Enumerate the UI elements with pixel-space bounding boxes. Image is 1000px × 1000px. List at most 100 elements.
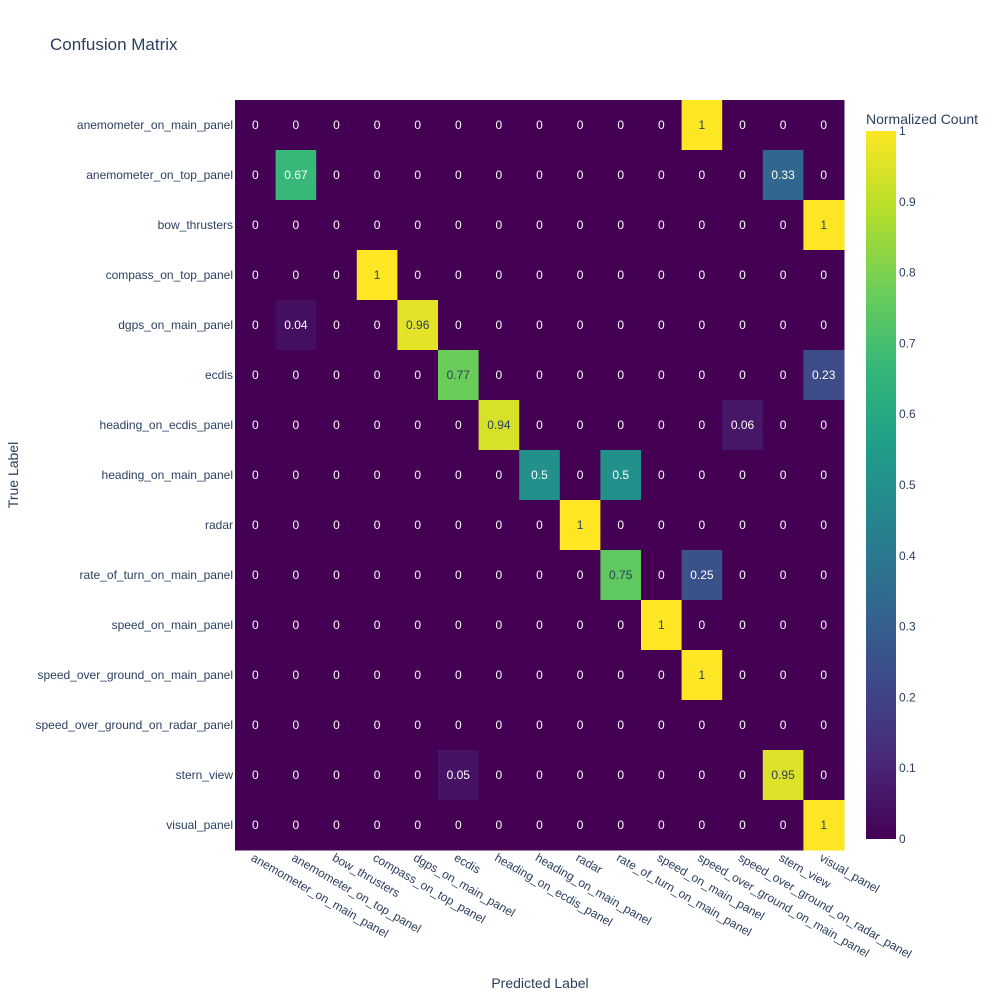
cell-value-label: 0 xyxy=(536,118,543,132)
heatmap-cell xyxy=(722,600,764,651)
cell-value-label: 0 xyxy=(496,368,503,382)
heatmap-cell xyxy=(275,650,317,701)
heatmap-cell xyxy=(478,150,520,201)
cell-value-label: 0 xyxy=(293,568,300,582)
cell-value-label: 0 xyxy=(496,768,503,782)
cell-value-label: 0 xyxy=(496,118,503,132)
colorbar-tick-label: 0.1 xyxy=(899,761,916,775)
heatmap-cell xyxy=(356,200,398,251)
cell-value-label: 0 xyxy=(617,218,624,232)
heatmap-cell xyxy=(275,300,317,351)
heatmap-cell xyxy=(438,400,480,451)
cell-value-label: 0 xyxy=(496,518,503,532)
cell-value-label: 0 xyxy=(293,468,300,482)
heatmap-cell xyxy=(641,750,683,801)
cell-value-label: 0 xyxy=(577,268,584,282)
cell-value-label: 0 xyxy=(496,218,503,232)
heatmap-cell xyxy=(762,150,804,201)
heatmap-cell xyxy=(600,300,642,351)
cell-value-label: 0 xyxy=(455,418,462,432)
colorbar-tick-label: 0.5 xyxy=(899,478,916,492)
heatmap-cell xyxy=(722,150,764,201)
heatmap-cell xyxy=(681,200,723,251)
cell-value-label: 0 xyxy=(455,668,462,682)
heatmap-cell xyxy=(235,200,277,251)
cell-value-label: 0 xyxy=(496,568,503,582)
heatmap-cell xyxy=(519,150,561,201)
heatmap-cell xyxy=(803,450,845,501)
heatmap-cell xyxy=(641,300,683,351)
cell-value-label: 0 xyxy=(414,368,421,382)
heatmap-cell xyxy=(600,200,642,251)
heatmap-cell xyxy=(600,500,642,551)
cell-value-label: 0 xyxy=(374,618,381,632)
cell-value-label: 0 xyxy=(820,568,827,582)
heatmap-cell xyxy=(722,100,764,151)
cell-value-label: 0.05 xyxy=(447,768,471,782)
heatmap-cell xyxy=(722,550,764,601)
heatmap-cell xyxy=(397,650,439,701)
cell-value-label: 0 xyxy=(414,268,421,282)
cell-value-label: 0 xyxy=(374,568,381,582)
heatmap-cell xyxy=(559,200,601,251)
heatmap-cell xyxy=(356,500,398,551)
heatmap-cell xyxy=(559,250,601,301)
heatmap-cell xyxy=(559,600,601,651)
cell-value-label: 0 xyxy=(333,818,340,832)
heatmap-cell xyxy=(478,450,520,501)
cell-value-label: 0 xyxy=(699,718,706,732)
cell-value-label: 1 xyxy=(699,118,706,132)
heatmap-cell xyxy=(681,400,723,451)
heatmap-cell xyxy=(275,350,317,401)
heatmap-cell xyxy=(235,500,277,551)
heatmap-cell xyxy=(478,600,520,651)
heatmap-cell xyxy=(478,700,520,751)
cell-value-label: 0 xyxy=(333,468,340,482)
cell-value-label: 0 xyxy=(699,168,706,182)
cell-value-label: 0 xyxy=(496,718,503,732)
y-tick-label: radar xyxy=(205,518,233,532)
cell-value-label: 0.96 xyxy=(406,318,430,332)
cell-value-label: 0 xyxy=(293,518,300,532)
heatmap-cell xyxy=(600,350,642,401)
cell-value-label: 0 xyxy=(658,218,665,232)
heatmap-cell xyxy=(356,650,398,701)
cell-value-label: 0.23 xyxy=(812,368,836,382)
cell-value-label: 0 xyxy=(617,768,624,782)
heatmap-cell xyxy=(397,150,439,201)
cell-value-label: 0 xyxy=(617,318,624,332)
colorbar-tick-label: 0.6 xyxy=(899,407,916,421)
heatmap-cell xyxy=(275,500,317,551)
cell-value-label: 0 xyxy=(820,668,827,682)
heatmap-cell xyxy=(275,750,317,801)
colorbar-tick-label: 0.2 xyxy=(899,690,916,704)
cell-value-label: 0 xyxy=(414,168,421,182)
cell-value-label: 1 xyxy=(374,268,381,282)
heatmap-cell xyxy=(316,300,358,351)
heatmap-cell xyxy=(722,500,764,551)
heatmap-cell xyxy=(641,500,683,551)
cell-value-label: 0 xyxy=(739,768,746,782)
heatmap-cell xyxy=(600,250,642,301)
cell-value-label: 1 xyxy=(820,218,827,232)
cell-value-label: 0 xyxy=(333,518,340,532)
cell-value-label: 0 xyxy=(739,168,746,182)
y-tick-label: speed_over_ground_on_main_panel xyxy=(38,668,234,682)
heatmap-cell xyxy=(681,700,723,751)
y-tick-label: bow_thrusters xyxy=(158,218,233,232)
heatmap-cell xyxy=(559,750,601,801)
heatmap-cell xyxy=(438,650,480,701)
heatmap-cell xyxy=(641,100,683,151)
heatmap-cell xyxy=(316,450,358,501)
cell-value-label: 0 xyxy=(333,768,340,782)
y-tick-label: stern_view xyxy=(176,768,234,782)
heatmap-cell xyxy=(600,650,642,701)
heatmap-cell xyxy=(316,750,358,801)
cell-value-label: 0.95 xyxy=(771,768,795,782)
heatmap-cell xyxy=(397,500,439,551)
heatmap-cell xyxy=(316,550,358,601)
cell-value-label: 0 xyxy=(414,718,421,732)
heatmap-cell xyxy=(478,550,520,601)
cell-value-label: 0 xyxy=(333,418,340,432)
